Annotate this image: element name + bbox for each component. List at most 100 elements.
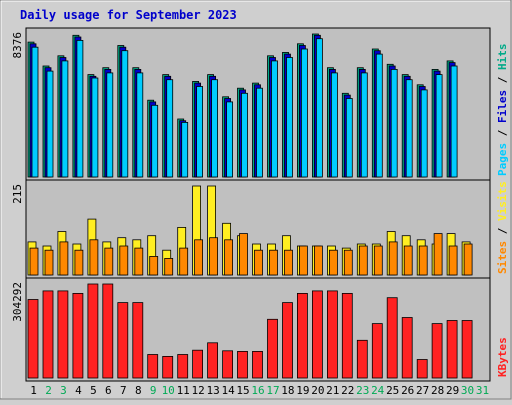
day-label-31: 31 (476, 384, 489, 397)
bar-kbytes-kbytes-day-21 (326, 290, 338, 379)
bar-visits-sites-day-28 (433, 233, 443, 276)
legend-entry-usage-1: / (496, 123, 509, 143)
bar-usage-pages-day-23 (360, 72, 368, 178)
day-label-20: 20 (311, 384, 324, 397)
bar-usage-pages-day-11 (181, 122, 189, 178)
bar-kbytes-kbytes-day-3 (57, 290, 69, 379)
day-label-1: 1 (30, 384, 37, 397)
bar-visits-sites-day-26 (403, 245, 413, 276)
legend-kbytes: KBytes (496, 337, 509, 377)
bar-usage-pages-day-5 (91, 77, 99, 178)
bar-kbytes-kbytes-day-24 (371, 323, 383, 379)
bar-kbytes-kbytes-day-14 (222, 350, 234, 379)
bar-usage-pages-day-15 (241, 92, 248, 178)
bar-kbytes-kbytes-day-9 (147, 354, 159, 379)
bar-visits-sites-day-29 (448, 245, 458, 276)
bar-visits-sites-day-12 (194, 239, 204, 276)
legend-usage: Pages / Files / Hits (496, 44, 509, 177)
max-label-kbytes: 304292 (11, 282, 24, 322)
bar-usage-pages-day-22 (345, 98, 353, 178)
bar-usage-pages-day-17 (271, 60, 278, 178)
bar-usage-pages-day-16 (256, 87, 263, 178)
bar-kbytes-kbytes-day-25 (386, 297, 398, 379)
bar-kbytes-kbytes-day-2 (42, 290, 54, 379)
day-label-28: 28 (431, 384, 444, 397)
max-label-visits: 215 (11, 184, 24, 204)
bar-kbytes-kbytes-day-12 (192, 349, 204, 379)
bar-kbytes-kbytes-day-28 (431, 323, 443, 379)
bar-kbytes-kbytes-day-11 (177, 354, 189, 379)
bar-visits-sites-day-18 (284, 249, 293, 276)
legend-entry-usage-3: / (496, 70, 509, 90)
day-label-12: 12 (191, 384, 204, 397)
bar-usage-pages-day-8 (136, 72, 144, 178)
bar-kbytes-kbytes-day-23 (356, 339, 368, 379)
bar-visits-sites-day-13 (209, 237, 219, 276)
bar-kbytes-kbytes-day-17 (267, 318, 278, 379)
day-label-30: 30 (461, 384, 474, 397)
day-axis-labels: 1 2 3 4 5 6 7 8 9 10 11 12 13 14 15 16 17 18 19 20 21 22 23 24 2… (30, 384, 489, 397)
bar-usage-pages-day-9 (151, 104, 159, 178)
day-label-15: 15 (236, 384, 249, 397)
bar-visits-sites-day-23 (358, 245, 368, 276)
bar-usage-pages-day-2 (46, 70, 54, 178)
bar-visits-sites-day-7 (119, 245, 129, 276)
bar-visits-sites-day-24 (373, 245, 383, 276)
bar-kbytes-kbytes-day-18 (282, 302, 293, 379)
bar-usage-pages-day-25 (390, 69, 398, 178)
max-label-usage: 8376 (11, 32, 24, 59)
bar-kbytes-kbytes-day-8 (132, 302, 144, 379)
legend-entry-usage-4: Hits (496, 44, 509, 71)
bar-kbytes-kbytes-day-22 (341, 292, 353, 379)
bar-visits-sites-day-15 (239, 233, 248, 276)
panel-usage: 8376 Pages / Files / Hits (11, 27, 509, 181)
bar-visits-sites-day-30 (463, 243, 473, 276)
bar-visits-sites-day-6 (104, 247, 114, 276)
bar-kbytes-kbytes-day-6 (102, 283, 114, 379)
day-label-14: 14 (221, 384, 235, 397)
bar-kbytes-kbytes-day-13 (207, 342, 219, 379)
day-label-27: 27 (416, 384, 429, 397)
legend-entry-kbytes-0: KBytes (496, 337, 509, 377)
bar-kbytes-kbytes-day-7 (117, 302, 129, 379)
bar-kbytes-kbytes-day-16 (252, 350, 263, 379)
day-label-11: 11 (177, 384, 190, 397)
day-label-25: 25 (386, 384, 399, 397)
bar-visits-sites-day-10 (164, 257, 174, 276)
day-label-29: 29 (446, 384, 459, 397)
chart-panels: 8376 Pages / Files / Hits 215 Sites / Visit… (11, 27, 509, 382)
bar-kbytes-kbytes-day-10 (162, 355, 174, 379)
day-label-6: 6 (105, 384, 112, 397)
legend-entry-visits-1: / (496, 221, 509, 241)
bar-visits-sites-day-2 (44, 249, 54, 276)
day-label-2: 2 (45, 384, 52, 397)
legend-entry-usage-0: Pages (496, 143, 509, 176)
day-label-5: 5 (90, 384, 97, 397)
panel-visits: 215 Sites / Visits (11, 179, 509, 279)
bar-usage-pages-day-12 (196, 86, 204, 178)
bar-kbytes-kbytes-day-4 (72, 292, 84, 379)
bar-visits-sites-day-3 (59, 241, 69, 276)
bar-usage-pages-day-1 (31, 46, 39, 178)
day-label-10: 10 (162, 384, 175, 397)
bar-kbytes-kbytes-day-1 (27, 299, 39, 379)
bar-visits-sites-day-14 (224, 239, 234, 276)
bar-usage-pages-day-20 (315, 38, 323, 178)
bar-usage-pages-day-10 (166, 79, 174, 178)
bar-usage-pages-day-19 (300, 48, 308, 178)
legend-entry-usage-2: Files (496, 90, 509, 123)
day-label-4: 4 (75, 384, 82, 397)
bar-visits-sites-day-1 (29, 247, 39, 276)
bar-visits-sites-day-16 (254, 249, 263, 276)
day-label-8: 8 (135, 384, 142, 397)
bar-usage-pages-day-21 (330, 72, 338, 178)
bar-visits-sites-day-27 (418, 245, 428, 276)
legend-entry-visits-2: Visits (496, 181, 509, 221)
bar-kbytes-kbytes-day-29 (446, 320, 458, 379)
bar-usage-pages-day-26 (405, 79, 413, 178)
bar-visits-sites-day-21 (328, 249, 338, 276)
bar-usage-pages-day-28 (435, 74, 443, 178)
bar-visits-sites-day-4 (74, 249, 84, 276)
